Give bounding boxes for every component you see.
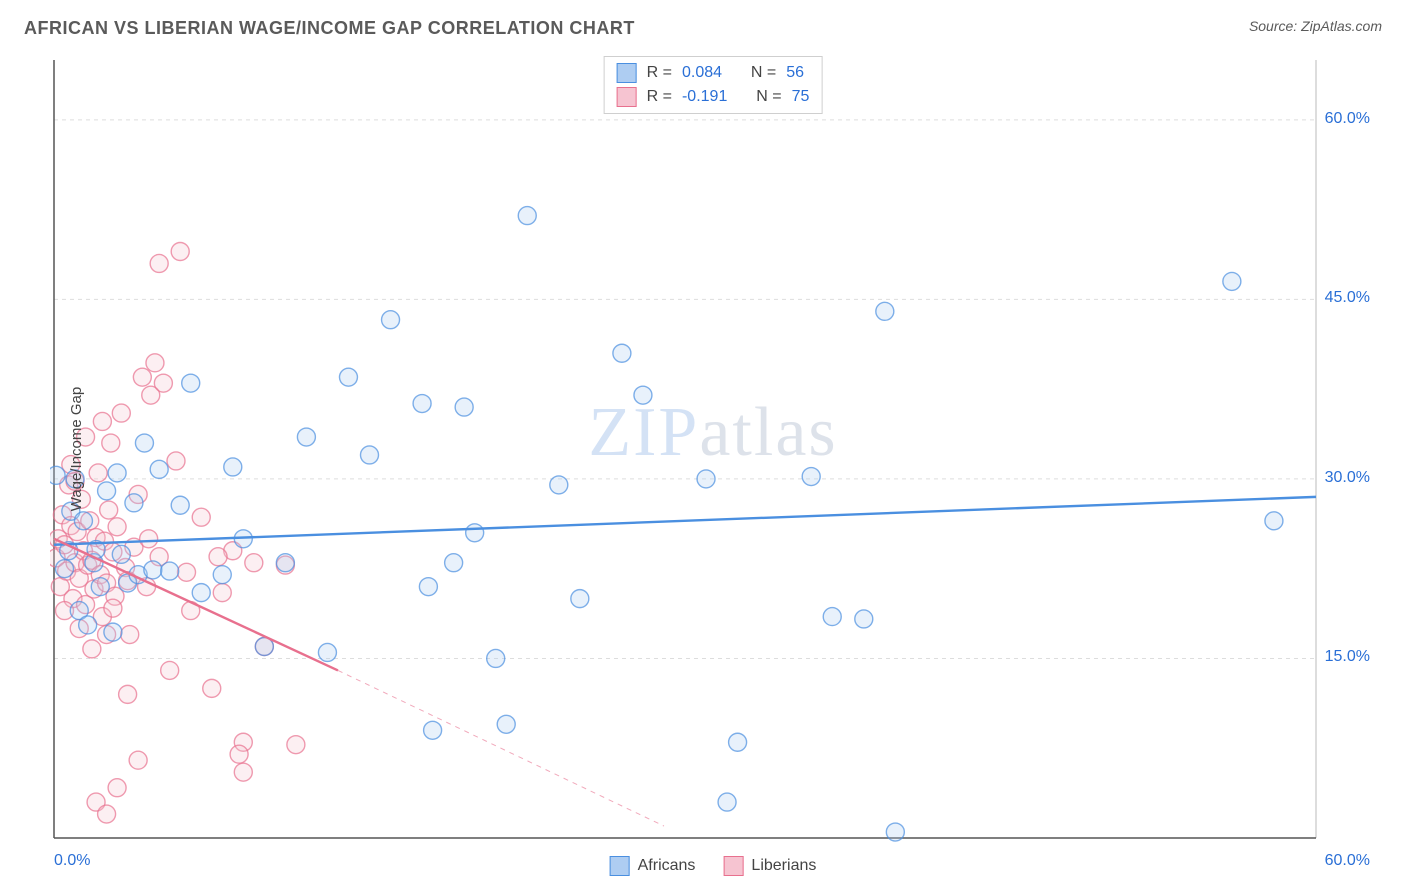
n-value-a: 56 [786, 61, 804, 85]
y-tick-label: 60.0% [1325, 110, 1370, 128]
stats-row-a: R = 0.084 N = 56 [617, 61, 810, 85]
r-label: R = [647, 85, 672, 109]
n-label: N = [756, 85, 781, 109]
stats-legend: R = 0.084 N = 56 R = -0.191 N = 75 [604, 56, 823, 114]
r-value-b: -0.191 [682, 85, 727, 109]
swatch-series-b [617, 87, 637, 107]
swatch-series-a [617, 63, 637, 83]
r-label: R = [647, 61, 672, 85]
swatch-series-b-icon [723, 856, 743, 876]
x-min-label: 0.0% [54, 852, 90, 870]
legend-label-b: Liberians [751, 857, 816, 875]
chart-svg [50, 56, 1376, 842]
y-tick-label: 45.0% [1325, 289, 1370, 307]
source-label: Source: ZipAtlas.com [1249, 18, 1382, 34]
stats-row-b: R = -0.191 N = 75 [617, 85, 810, 109]
series-legend: Africans Liberians [610, 856, 817, 876]
legend-label-a: Africans [638, 857, 696, 875]
plot-area: Wage/Income Gap R = 0.084 N = 56 R = -0.… [50, 56, 1376, 842]
x-max-label: 60.0% [1325, 852, 1370, 870]
legend-item-a: Africans [610, 856, 696, 876]
y-tick-label: 15.0% [1325, 648, 1370, 666]
chart-title: AFRICAN VS LIBERIAN WAGE/INCOME GAP CORR… [24, 18, 635, 39]
swatch-series-a-icon [610, 856, 630, 876]
y-axis-label: Wage/Income Gap [68, 387, 85, 512]
n-value-b: 75 [792, 85, 810, 109]
n-label: N = [751, 61, 776, 85]
r-value-a: 0.084 [682, 61, 722, 85]
legend-item-b: Liberians [723, 856, 816, 876]
y-tick-label: 30.0% [1325, 469, 1370, 487]
